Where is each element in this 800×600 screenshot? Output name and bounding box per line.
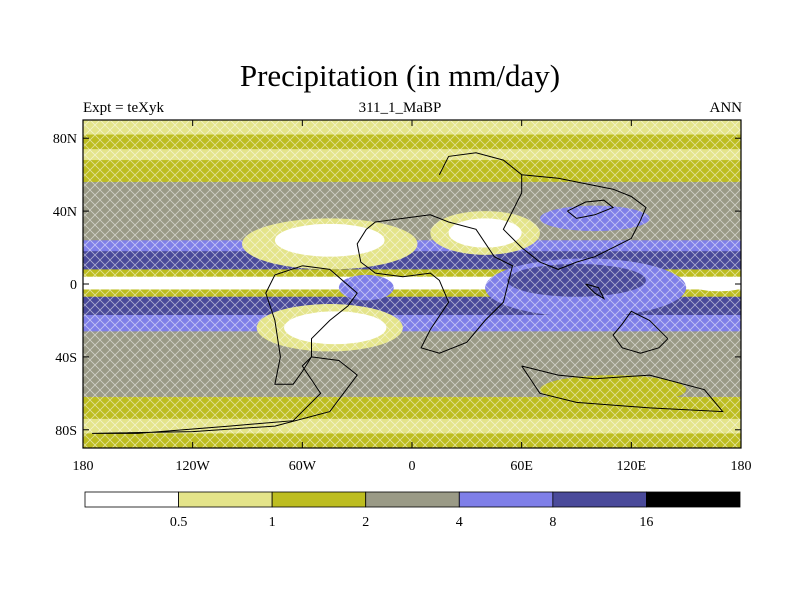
- colorbar-swatch: [458, 491, 554, 508]
- colorbar-label: 1: [269, 515, 276, 530]
- colorbar-swatch: [365, 491, 460, 508]
- coastline-2: [265, 265, 358, 385]
- experiment-label: Expt = teXyk: [83, 100, 164, 116]
- x-tick-label: 180: [73, 459, 94, 474]
- colorbar: 0.5 1 2 4 8 16: [84, 491, 741, 530]
- y-tick-label: 80S: [55, 424, 77, 439]
- coastline-6: [585, 283, 606, 300]
- precipitation-field: [83, 120, 741, 448]
- y-tick-label: 80N: [53, 132, 77, 147]
- coastline-5: [567, 199, 615, 219]
- y-tick-label: 40S: [55, 351, 77, 366]
- colorbar-swatch: [84, 491, 179, 508]
- x-tick-label: 60W: [289, 459, 317, 474]
- colorbar-label: 8: [549, 515, 556, 530]
- colorbar-label: 2: [362, 515, 369, 530]
- coastline-3: [438, 152, 647, 270]
- coastline-1: [356, 214, 514, 354]
- axis-ticks: 180 120W 60W 0 60E 120E 180 80N 40N 0 40S 80S: [53, 120, 752, 474]
- y-tick-label: 40N: [53, 205, 77, 220]
- y-tick-label: 0: [70, 278, 77, 293]
- x-tick-label: 120W: [176, 459, 211, 474]
- colorbar-swatch: [271, 491, 367, 508]
- run-label: 311_1_MaBP: [358, 100, 442, 116]
- period-label: ANN: [709, 100, 743, 116]
- colorbar-label: 4: [456, 515, 463, 530]
- x-tick-label: 120E: [617, 459, 647, 474]
- coastline-4: [612, 310, 669, 354]
- x-tick-label: 0: [409, 459, 416, 474]
- colorbar-label: 16: [639, 515, 653, 530]
- colorbar-swatch: [646, 491, 741, 508]
- coastline-7: [521, 365, 724, 413]
- colorbar-swatch: [178, 491, 273, 508]
- map-title: Precipitation (in mm/day): [239, 58, 561, 93]
- hatch-overlay: [83, 120, 741, 448]
- x-tick-label: 180: [731, 459, 752, 474]
- coastline-layer: [92, 152, 724, 434]
- colorbar-swatch: [552, 491, 647, 508]
- x-tick-label: 60E: [510, 459, 533, 474]
- colorbar-label: 0.5: [170, 515, 188, 530]
